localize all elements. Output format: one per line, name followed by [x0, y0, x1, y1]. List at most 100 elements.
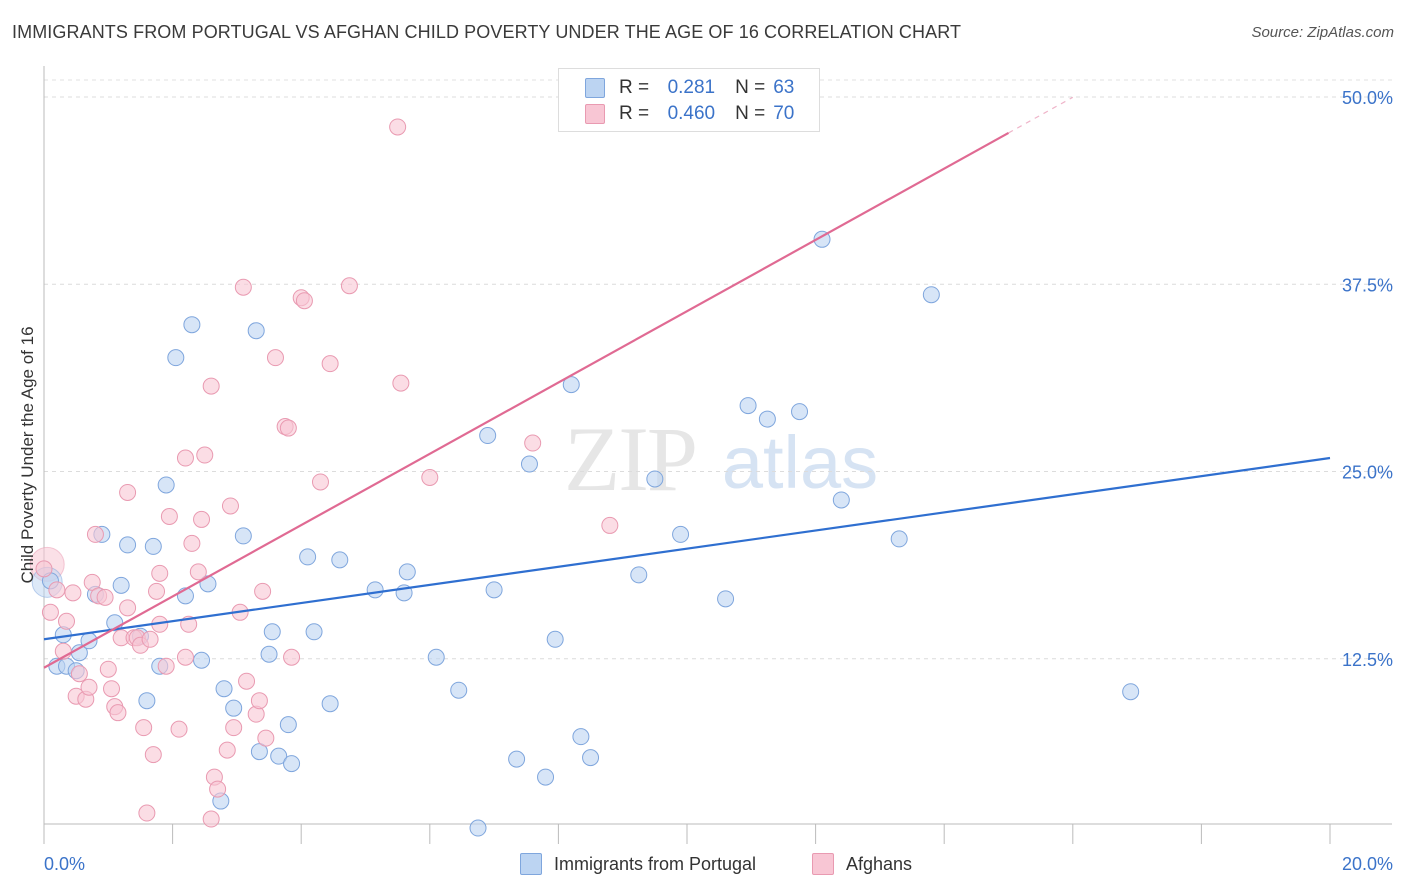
- point-afghans: [283, 648, 301, 666]
- legend-r-label: R =: [619, 103, 650, 124]
- bottom-legend-afghans: Afghans: [812, 852, 912, 876]
- point-afghans: [202, 377, 220, 395]
- point-afghans: [421, 468, 439, 486]
- point-afghans: [141, 630, 159, 648]
- point-portugal: [144, 537, 162, 555]
- point-portugal: [520, 455, 538, 473]
- point-portugal: [485, 581, 503, 599]
- grid-lines: [44, 79, 1392, 660]
- point-afghans: [311, 473, 329, 491]
- point-portugal: [758, 410, 776, 428]
- point-afghans: [340, 277, 358, 295]
- point-afghans: [234, 278, 252, 296]
- point-portugal: [260, 645, 278, 663]
- point-portugal: [427, 648, 445, 666]
- point-afghans: [148, 582, 166, 600]
- point-portugal: [922, 286, 940, 304]
- point-afghans: [96, 588, 114, 606]
- point-afghans: [80, 678, 98, 696]
- point-portugal: [630, 566, 648, 584]
- legend-r-label: R =: [619, 77, 650, 98]
- point-portugal: [1122, 683, 1140, 701]
- point-afghans: [109, 704, 127, 722]
- point-portugal: [183, 316, 201, 334]
- y-tick-label: 12.5%: [1342, 650, 1393, 670]
- point-portugal: [112, 576, 130, 594]
- bottom-legend-label-portugal: Immigrants from Portugal: [554, 853, 757, 874]
- point-portugal: [225, 699, 243, 717]
- point-portugal: [263, 623, 281, 641]
- trendline-portugal: [43, 456, 1331, 641]
- tick-labels: 12.5% 25.0% 37.5% 50.0% 0.0% 20.0%: [44, 88, 1393, 874]
- point-portugal: [157, 476, 175, 494]
- bottom-legend-swatch-afghans: [812, 853, 834, 875]
- trendline-afghans-extension: [1008, 96, 1074, 134]
- point-portugal: [469, 819, 487, 837]
- point-portugal: [646, 470, 664, 488]
- point-afghans: [238, 672, 256, 690]
- point-portugal: [299, 548, 317, 566]
- point-afghans: [144, 746, 162, 764]
- point-afghans: [157, 657, 175, 675]
- point-afghans: [601, 516, 619, 534]
- point-afghans: [279, 419, 297, 437]
- point-afghans: [524, 434, 542, 452]
- x-tick-label: 0.0%: [44, 854, 85, 874]
- trend-lines: [43, 96, 1331, 669]
- point-portugal: [283, 755, 301, 773]
- point-portugal: [890, 530, 908, 548]
- legend-n-label: N =: [735, 77, 766, 98]
- trendline-afghans: [43, 131, 1010, 669]
- point-portugal: [234, 527, 252, 545]
- point-afghans: [209, 780, 227, 798]
- point-afghans: [48, 581, 66, 599]
- point-afghans: [64, 584, 82, 602]
- point-portugal: [582, 749, 600, 767]
- point-afghans: [35, 560, 53, 578]
- point-afghans: [86, 525, 104, 543]
- point-portugal: [138, 692, 156, 710]
- legend: R = 0.281 N = 63 R = 0.460 N = 70: [558, 68, 820, 132]
- point-afghans: [389, 118, 407, 136]
- point-afghans: [250, 692, 268, 710]
- point-afghans: [196, 446, 214, 464]
- point-afghans: [99, 660, 117, 678]
- point-portugal: [321, 695, 339, 713]
- point-afghans: [176, 648, 194, 666]
- point-portugal: [450, 681, 468, 699]
- legend-r-value: 0.281: [667, 77, 716, 98]
- point-portugal: [119, 536, 137, 554]
- point-portugal: [247, 322, 265, 340]
- legend-row-portugal: R = 0.281 N = 63: [585, 76, 794, 100]
- x-tick-label: 20.0%: [1342, 854, 1393, 874]
- y-axis-label: Child Poverty Under the Age of 16: [18, 326, 37, 584]
- point-afghans: [257, 729, 275, 747]
- point-afghans: [221, 497, 239, 515]
- point-afghans: [266, 349, 284, 367]
- bottom-legend-portugal: Immigrants from Portugal: [520, 852, 756, 876]
- point-afghans: [70, 665, 88, 683]
- legend-swatch-afghans: [585, 104, 605, 124]
- point-afghans: [189, 563, 207, 581]
- point-portugal: [672, 525, 690, 543]
- point-afghans: [103, 680, 121, 698]
- point-portugal: [832, 491, 850, 509]
- point-afghans: [202, 810, 220, 828]
- point-portugal: [398, 563, 416, 581]
- legend-n-label: N =: [735, 103, 766, 124]
- point-portugal: [331, 551, 349, 569]
- source-label: Source: ZipAtlas.com: [1251, 24, 1394, 41]
- point-portugal: [572, 728, 590, 746]
- point-portugal: [739, 397, 757, 415]
- point-afghans: [119, 599, 137, 617]
- legend-row-afghans: R = 0.460 N = 70: [585, 102, 794, 126]
- y-tick-label: 37.5%: [1342, 275, 1393, 295]
- point-afghans: [41, 603, 59, 621]
- y-tick-label: 25.0%: [1342, 463, 1393, 483]
- y-tick-label: 50.0%: [1342, 88, 1393, 108]
- point-afghans: [135, 719, 153, 737]
- point-afghans: [160, 507, 178, 525]
- legend-n-value: 70: [773, 103, 795, 124]
- point-afghans: [151, 564, 169, 582]
- point-afghans: [392, 374, 410, 392]
